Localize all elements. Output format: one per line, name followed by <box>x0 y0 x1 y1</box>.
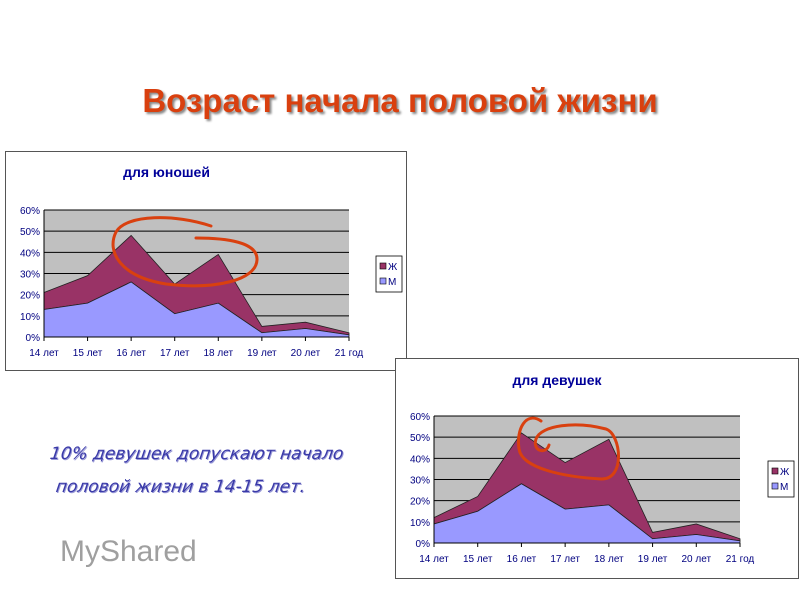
y-tick-label: 30% <box>410 476 430 487</box>
y-tick-label: 40% <box>20 248 40 259</box>
legend-label: М <box>388 277 396 288</box>
y-tick-label: 60% <box>20 206 40 217</box>
x-tick-label: 16 лет <box>116 348 146 359</box>
watermark-logo: MyShared <box>60 535 197 568</box>
note-line-1: 10% девушек допускают начало <box>48 444 345 464</box>
chart-girls: для девушек 0% 10% 20% 30% 40% 50% 60% 14 лет 15 … <box>395 358 799 579</box>
x-tick-label: 19 лет <box>638 554 668 565</box>
annotation-circle <box>516 416 620 481</box>
y-tick-label: 20% <box>20 291 40 302</box>
chart-title: для юношей <box>123 164 210 180</box>
x-tick-label: 21 год <box>335 348 364 359</box>
x-tick-label: 16 лет <box>507 554 537 565</box>
y-tick-label: 0% <box>26 333 41 344</box>
y-tick-label: 50% <box>20 227 40 238</box>
chart-title: для девушек <box>512 372 602 388</box>
chart-boys: для юношей 0% 10% 20% 30% 40% 50% 60% 14 лет 15 л… <box>5 151 407 371</box>
x-tick-label: 15 лет <box>463 554 493 565</box>
y-tick-label: 30% <box>20 270 40 281</box>
x-tick-label: 21 год <box>726 554 755 565</box>
x-tick-label: 15 лет <box>73 348 103 359</box>
legend-swatch <box>771 482 779 490</box>
y-tick-label: 40% <box>410 454 430 465</box>
legend: ЖМ <box>767 460 795 498</box>
legend-label: Ж <box>780 467 790 478</box>
x-tick-label: 14 лет <box>419 554 449 565</box>
y-tick-label: 50% <box>410 433 430 444</box>
legend-swatch <box>379 262 387 270</box>
legend-swatch <box>379 277 387 285</box>
legend-swatch <box>771 467 779 475</box>
area-series-m <box>433 483 741 544</box>
x-tick-label: 18 лет <box>594 554 624 565</box>
legend-label: М <box>780 482 788 493</box>
y-tick-label: 10% <box>20 312 40 323</box>
legend-box <box>375 255 403 293</box>
chart-svg: для юношей 0% 10% 20% 30% 40% 50% 60% 14 лет 15 л… <box>20 164 403 359</box>
legend-box <box>767 460 795 498</box>
y-tick-label: 0% <box>416 539 431 550</box>
y-tick-label: 20% <box>410 497 430 508</box>
chart-svg: для девушек 0% 10% 20% 30% 40% 50% 60% 14 лет 15 … <box>410 372 795 565</box>
x-tick-label: 18 лет <box>204 348 234 359</box>
legend-label: Ж <box>388 262 398 273</box>
x-tick-label: 19 лет <box>247 348 277 359</box>
note-line-2: половой жизни в 14-15 лет. <box>54 477 307 497</box>
slide-title: Возраст начала половой жизни <box>142 82 658 119</box>
y-tick-label: 10% <box>410 518 430 529</box>
annotation-circle <box>111 216 259 288</box>
y-tick-label: 60% <box>410 412 430 423</box>
x-tick-label: 20 лет <box>682 554 712 565</box>
x-tick-label: 17 лет <box>550 554 580 565</box>
legend: ЖМ <box>375 255 403 293</box>
x-tick-label: 17 лет <box>160 348 190 359</box>
x-tick-label: 14 лет <box>29 348 59 359</box>
x-tick-label: 20 лет <box>291 348 321 359</box>
area-series-m <box>43 281 350 338</box>
